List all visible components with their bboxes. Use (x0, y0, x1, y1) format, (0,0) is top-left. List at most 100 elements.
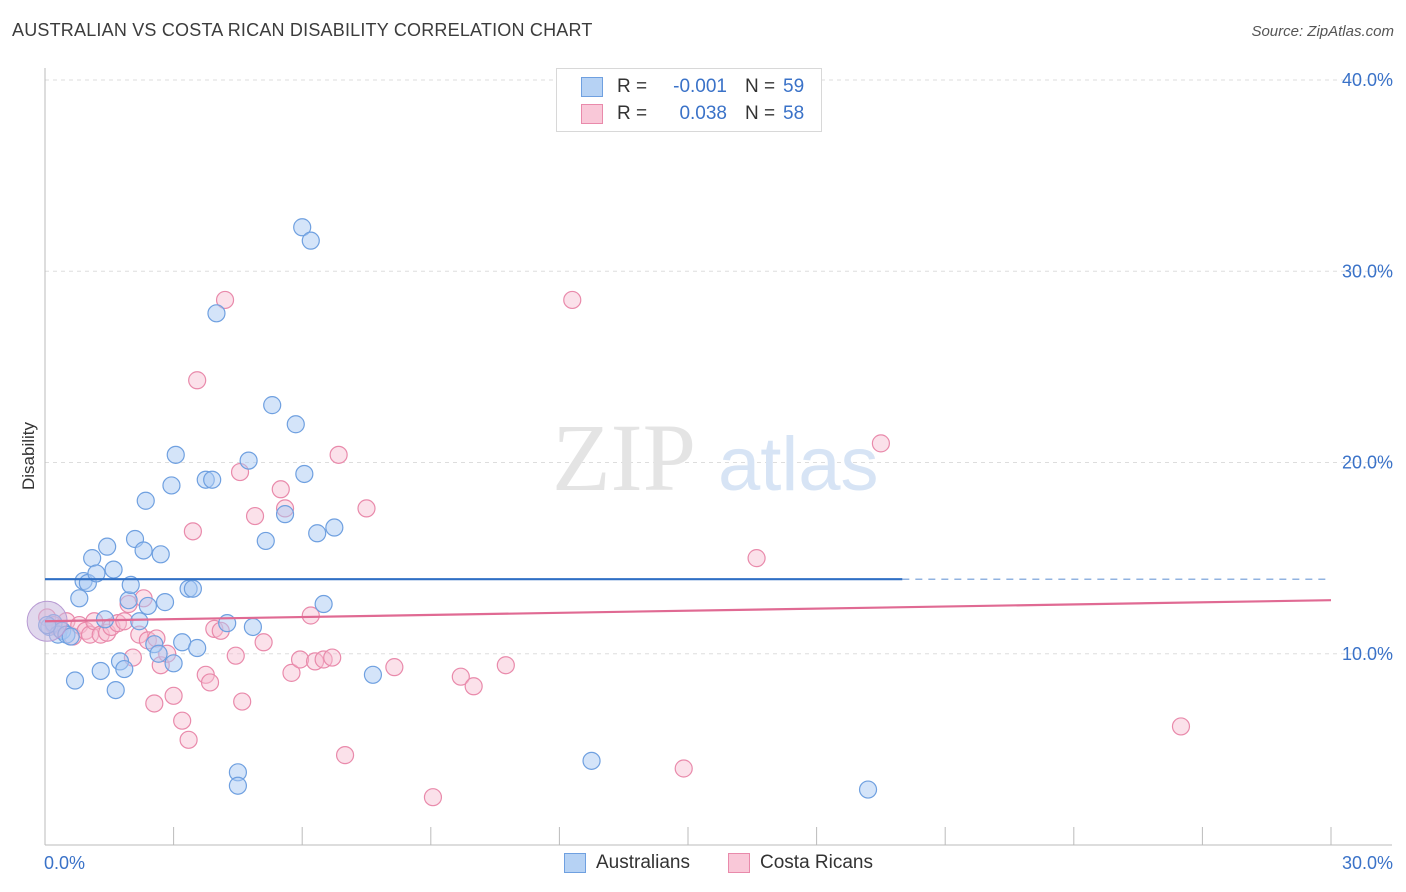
australians-point (104, 560, 123, 579)
costa-ricans-point (254, 633, 273, 652)
australians-point (203, 470, 222, 489)
australians-point (98, 537, 117, 556)
costa-ricans-point (451, 667, 470, 686)
chart-title: AUSTRALIAN VS COSTA RICAN DISABILITY COR… (12, 20, 593, 40)
legend-row-costa-ricans: R = 0.038 N = 58 (581, 102, 804, 126)
n-value: 59 (783, 76, 805, 97)
legend-row-australians: R = -0.001 N = 59 (581, 75, 804, 99)
australians-label: Australians (596, 852, 690, 873)
australians-point (134, 541, 153, 560)
australians-point (162, 476, 181, 495)
costa-ricans-point (423, 788, 443, 807)
australians-swatch (581, 77, 603, 97)
australians-point (325, 518, 344, 537)
y-tick-label: 10.0% (1342, 644, 1393, 664)
grid-lines (45, 79, 1392, 655)
costa-ricans-point (747, 549, 766, 568)
watermark: ZIP atlas (552, 404, 879, 511)
australians-point (286, 415, 305, 434)
australians-point (239, 451, 258, 470)
australians-points (26, 218, 878, 799)
costa-ricans-point (290, 650, 310, 669)
costa-ricans-point (271, 480, 290, 499)
costa-ricans-point (329, 445, 348, 464)
australians-point (295, 464, 314, 484)
costa-ricans-point (245, 506, 265, 526)
australians-point (166, 445, 185, 464)
costa-ricans-point (323, 648, 342, 667)
costa-ricans-point (464, 677, 483, 696)
costa-ricans-point (188, 371, 207, 390)
australians-point (275, 505, 295, 524)
australians-point (314, 594, 333, 614)
costa-ricans-point (385, 658, 404, 677)
costa-ricans-swatch (581, 104, 603, 124)
x-tick-label-max: 30.0% (1342, 853, 1393, 873)
australians-point (188, 638, 207, 658)
bottom-legend-costa-ricans: Costa Ricans (728, 852, 873, 874)
bottom-legend-australians: Australians (564, 852, 690, 874)
r-value: 0.038 (679, 103, 727, 124)
australians-point (301, 231, 320, 250)
costa-ricans-point (496, 656, 515, 675)
australians-point (151, 545, 170, 564)
australians-point (149, 644, 168, 663)
australians-swatch (564, 853, 586, 873)
n-label: N = (745, 103, 776, 124)
australians-point (164, 654, 183, 673)
r-value: -0.001 (673, 76, 727, 97)
australians-point (263, 396, 282, 415)
costa-ricans-point (183, 522, 202, 541)
australians-point (183, 579, 202, 598)
costa-ricans-point (1171, 717, 1191, 736)
watermark-zip: ZIP (552, 404, 696, 511)
costa-ricans-point (215, 290, 235, 310)
costa-ricans-point (233, 692, 252, 711)
australians-point (115, 659, 134, 679)
costa-ricans-point (563, 290, 582, 310)
australians-point (308, 524, 327, 543)
costa-ricans-points (38, 290, 1191, 807)
trend-lines (44, 578, 1332, 623)
australians-point (70, 589, 89, 608)
axis-labels: 10.0% 20.0% 30.0% 40.0% 0.0% 30.0% (44, 70, 1393, 873)
costa-ricans-point (179, 730, 198, 749)
australians-point (130, 612, 149, 631)
costa-ricans-point (301, 606, 320, 625)
n-value: 58 (783, 103, 805, 124)
australians-point (858, 780, 878, 799)
australians-point (65, 671, 85, 690)
watermark-atlas: atlas (718, 422, 879, 507)
australians-point (138, 596, 157, 616)
australians-point (228, 776, 247, 795)
costa-ricans-point (200, 673, 220, 692)
australians-point (582, 751, 601, 770)
x-tick-label-min: 0.0% (44, 853, 85, 873)
axes (44, 68, 1392, 846)
costa-ricans-point (164, 686, 183, 705)
australians-point (91, 661, 110, 681)
correlation-legend: R = -0.001 N = 59 R = 0.038 N = 58 (556, 68, 822, 132)
costa-ricans-trend-line (44, 599, 1332, 623)
australians-point (155, 593, 175, 612)
y-tick-label: 40.0% (1342, 70, 1393, 90)
costa-ricans-point (226, 646, 245, 665)
australians-point (87, 564, 106, 583)
australians-point (83, 549, 102, 568)
australians-point (136, 491, 155, 510)
australians-point (121, 575, 140, 595)
costa-ricans-point (145, 694, 164, 713)
australians-point (119, 591, 138, 610)
costa-ricans-point (173, 711, 192, 730)
r-label: R = (617, 76, 648, 97)
y-tick-label: 30.0% (1342, 261, 1393, 281)
costa-ricans-point (282, 663, 301, 682)
costa-ricans-point (871, 434, 891, 453)
australians-point (243, 617, 263, 637)
australians-point (207, 304, 226, 323)
costa-ricans-swatch (728, 853, 750, 873)
source-label: Source: ZipAtlas.com (1251, 23, 1394, 40)
australians-point (61, 627, 80, 646)
australians-point (256, 531, 275, 551)
